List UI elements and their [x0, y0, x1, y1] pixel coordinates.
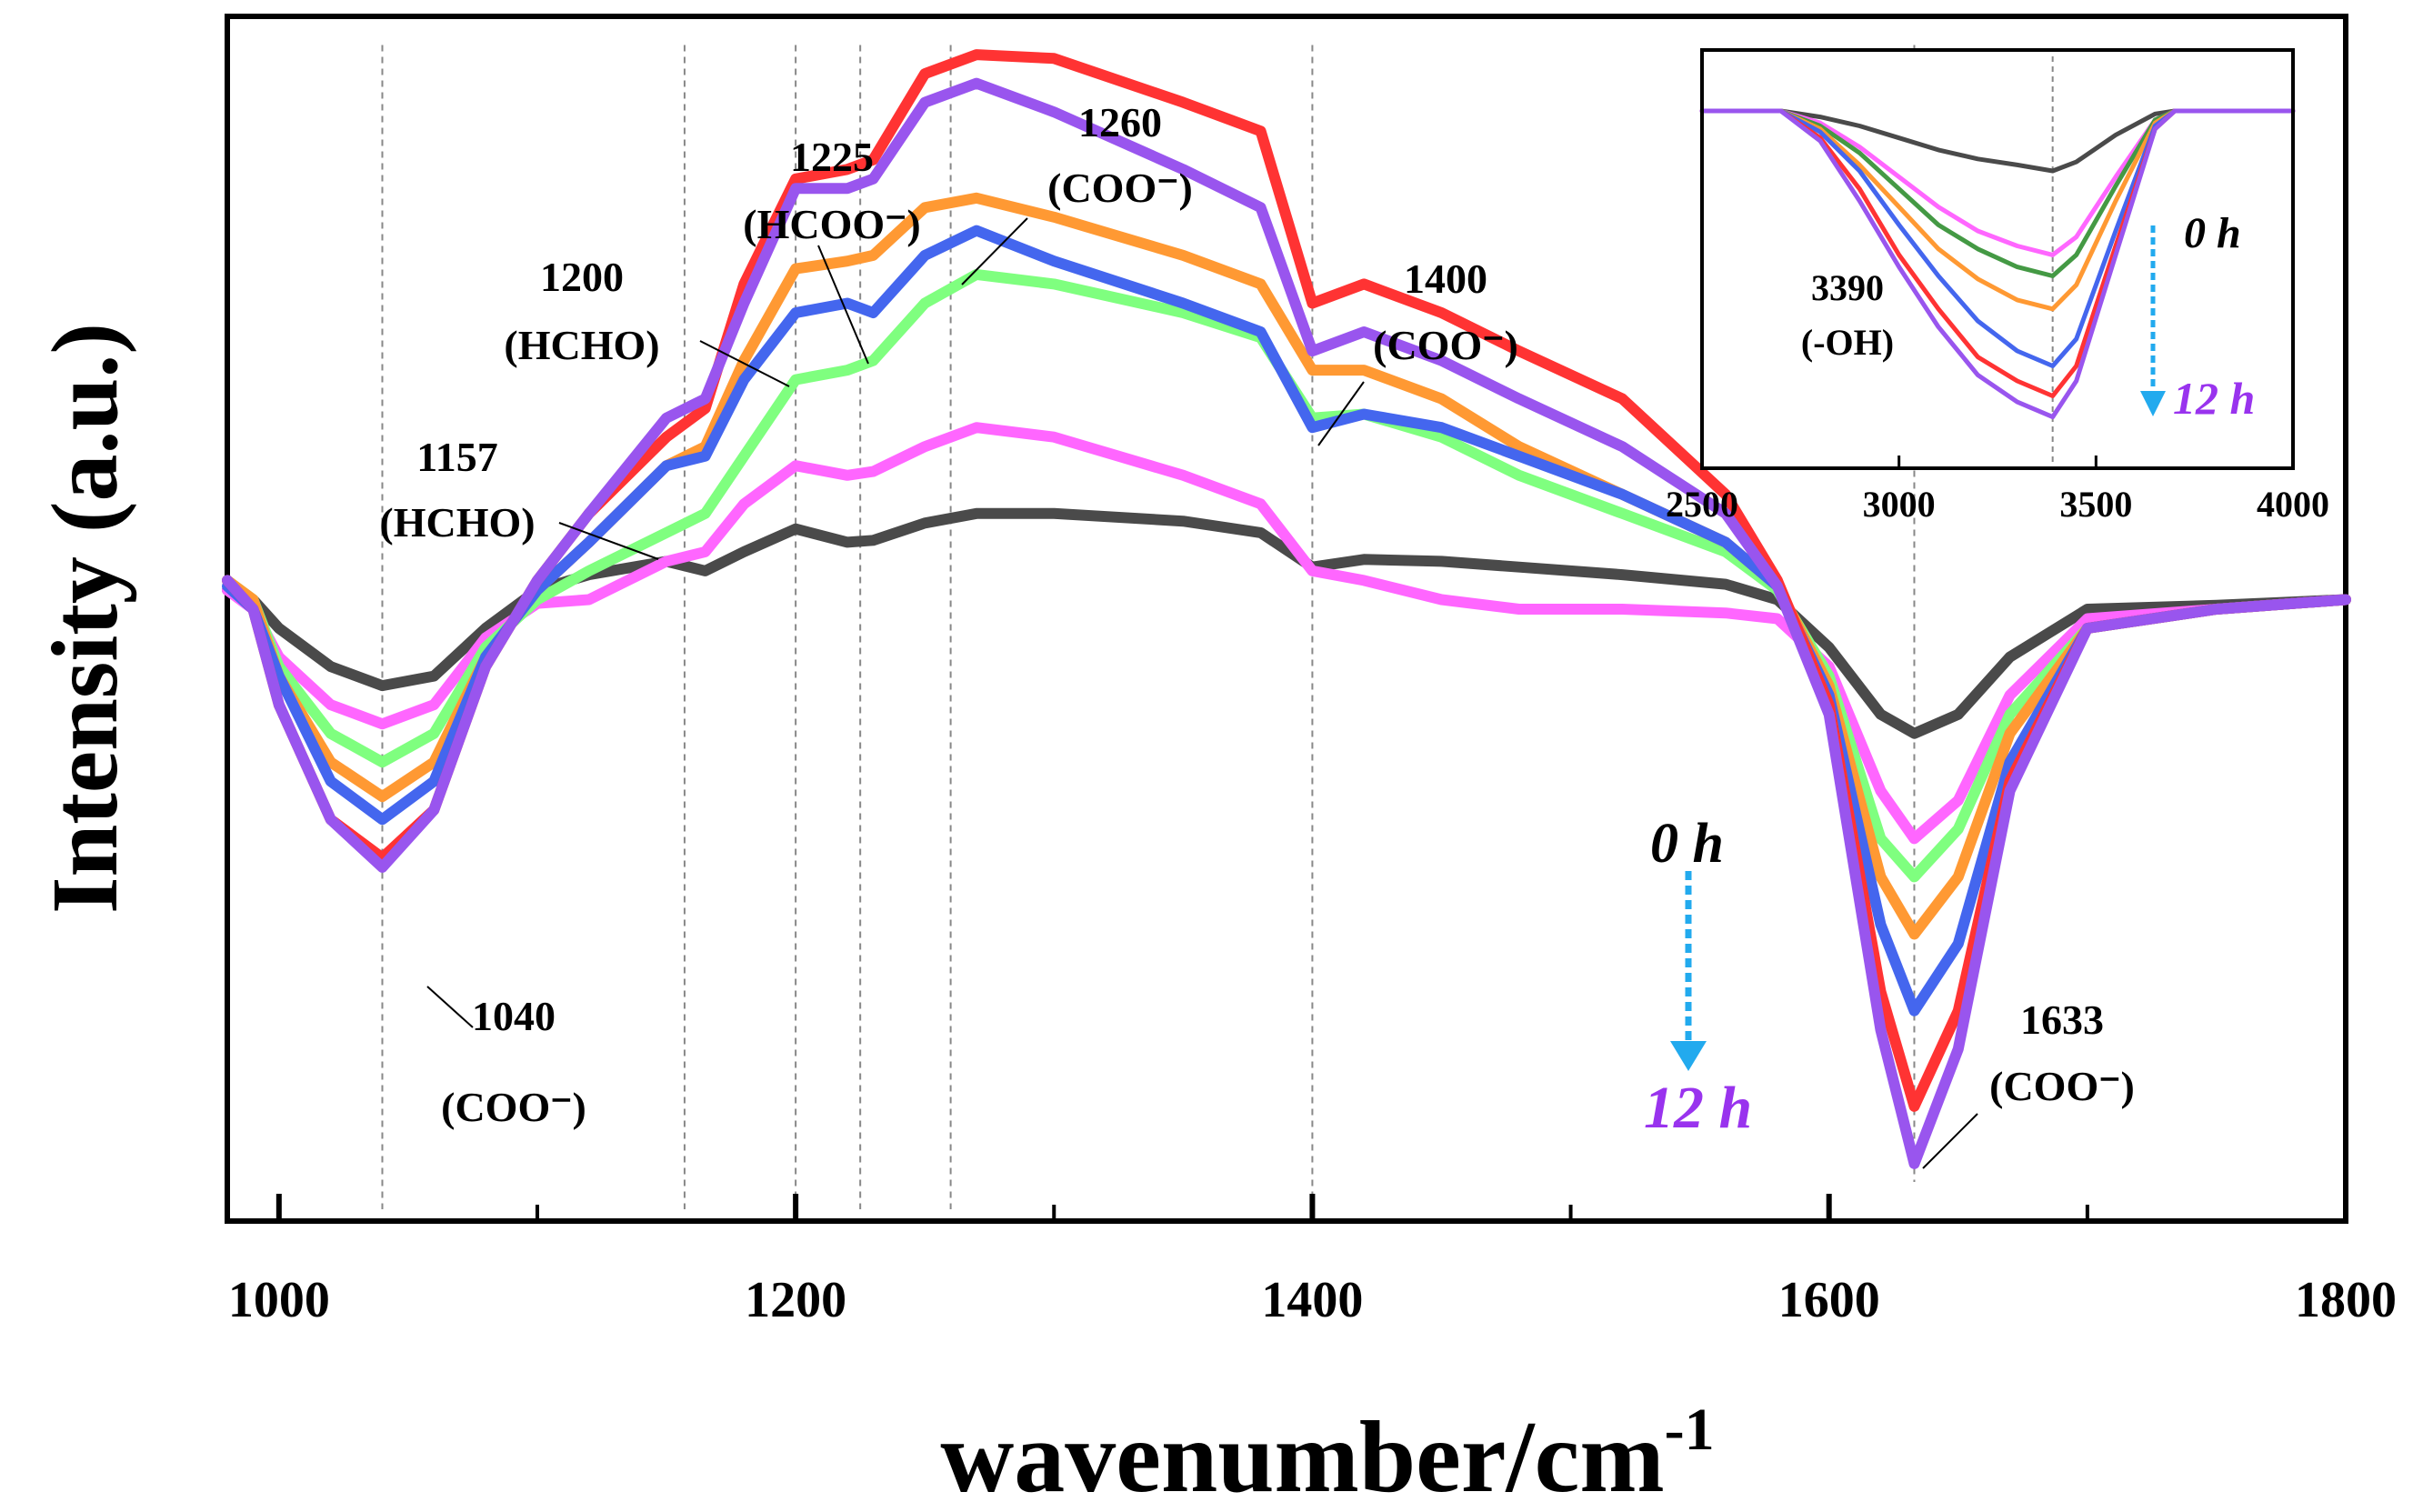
inset-x-tick-label-2500: 2500 — [1666, 484, 1738, 525]
inset-arrow-end-label: 12 h — [2173, 373, 2255, 424]
inset-arrow-start-label: 0 h — [2184, 209, 2241, 257]
inset-series-group — [1699, 108, 2296, 420]
main-series-group — [222, 49, 2351, 1169]
annotation-1040-group: (COO⁻) — [441, 1084, 586, 1130]
annotation-1260-value: 1260 — [1078, 99, 1162, 145]
annotation-1225-group: (HCOO⁻) — [743, 201, 920, 247]
inset-series-line-12h — [1699, 108, 2296, 420]
inset-annotations: 3390 (-OH) — [1801, 267, 1894, 363]
main-time-arrow-head — [1670, 1041, 1707, 1071]
annotation-1633-group: (COO⁻) — [1989, 1063, 2135, 1109]
inset-time-arrow-head — [2140, 391, 2166, 416]
annotation-1157-leader — [558, 522, 659, 560]
annotation-1400-leader — [1317, 381, 1365, 446]
y-axis-title: Intensity (a.u.) — [33, 323, 137, 914]
annotation-1260-leader — [961, 217, 1028, 285]
series-line-4h — [222, 268, 2351, 883]
main-arrow-end-label: 12 h — [1644, 1075, 1752, 1141]
inset-annotation-3390-group: (-OH) — [1801, 322, 1894, 363]
x-axis-title-main: wavenumber/cm — [940, 1401, 1664, 1512]
annotation-1633-leader — [1922, 1113, 1978, 1169]
annotation-1400-group: (COO⁻) — [1373, 322, 1518, 368]
series-line-0h — [222, 507, 2351, 739]
inset-annotation-3390-value: 3390 — [1811, 267, 1884, 308]
x-tick-label-1800: 1800 — [2295, 1272, 2397, 1328]
main-x-ticks: 1000 1200 1400 1600 1800 — [228, 1194, 2397, 1328]
inset-x-tick-label-3000: 3000 — [1863, 484, 1936, 525]
annotation-1225-leader — [817, 245, 869, 365]
annotation-1040-leader — [426, 986, 474, 1028]
annotation-1260-group: (COO⁻) — [1047, 165, 1193, 211]
series-line-2h — [222, 422, 2351, 845]
annotation-1157-group: (HCHO) — [379, 499, 535, 546]
main-plot-frame — [225, 14, 2348, 1224]
main-annotations: 1040 (COO⁻) 1157 (HCHO) 1200 (HCHO) 1225 (HCOO⁻… — [379, 99, 2135, 1169]
inset-x-ticks: 2500 3000 3500 4000 — [1666, 456, 2329, 525]
inset-x-tick-label-4000: 4000 — [2257, 484, 2329, 525]
annotation-1633-value: 1633 — [2020, 996, 2104, 1043]
x-tick-label-1600: 1600 — [1778, 1272, 1880, 1328]
inset-frame — [1700, 48, 2295, 470]
annotation-1200-value: 1200 — [540, 254, 624, 300]
x-tick-label-1000: 1000 — [228, 1272, 330, 1328]
x-tick-label-1400: 1400 — [1261, 1272, 1363, 1328]
x-axis-title: wavenumber/cm-1 — [940, 1397, 1714, 1512]
annotation-1400-value: 1400 — [1404, 255, 1487, 302]
x-axis-title-superscript: -1 — [1665, 1397, 1715, 1463]
inset-x-tick-label-3500: 3500 — [2059, 484, 2132, 525]
x-tick-label-1200: 1200 — [745, 1272, 846, 1328]
annotation-1040-value: 1040 — [472, 993, 556, 1039]
series-line-12h — [222, 77, 2351, 1169]
main-arrow-start-label: 0 h — [1650, 813, 1724, 875]
annotation-1200-group: (HCHO) — [504, 322, 659, 368]
annotation-1157-value: 1157 — [416, 434, 497, 480]
annotation-1225-value: 1225 — [790, 134, 874, 180]
annotation-1200-leader — [699, 340, 790, 387]
